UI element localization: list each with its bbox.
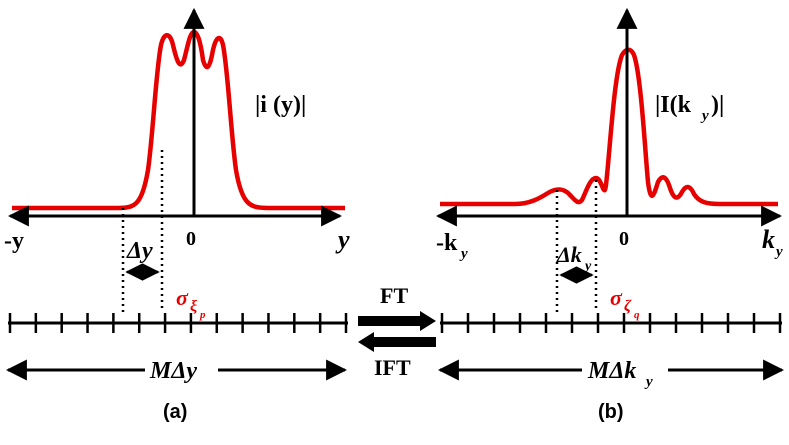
caption-b: (b) xyxy=(598,401,624,423)
svg-text:σ: σ xyxy=(176,285,189,310)
sample-ticks-b xyxy=(440,313,782,333)
axis-neg-label-a: -y xyxy=(4,228,24,254)
svg-text:y: y xyxy=(459,246,468,262)
spectrum-curve xyxy=(440,47,778,207)
svg-text:Δk: Δk xyxy=(556,242,582,267)
ft-arrow xyxy=(358,311,436,331)
range-label-b: MΔk y xyxy=(587,358,653,390)
svg-text:|I(k: |I(k xyxy=(655,92,692,118)
svg-text:)|: )| xyxy=(711,92,724,118)
panel-b: |I(k y )| -k y k y 0 Δk y σ ζ q xyxy=(435,7,785,423)
origin-label-a: 0 xyxy=(186,228,196,250)
axis-neg-label-b: -k y xyxy=(436,230,468,262)
svg-text:y: y xyxy=(774,244,783,260)
function-label-a: |i (y)| xyxy=(255,92,306,118)
delta-y-label: Δy xyxy=(126,238,153,264)
svg-text:q: q xyxy=(634,309,640,321)
svg-text:p: p xyxy=(199,309,206,321)
ifr-arrow xyxy=(358,332,436,352)
svg-text:k: k xyxy=(762,225,775,254)
origin-label-b: 0 xyxy=(619,228,629,250)
svg-text:y: y xyxy=(644,374,653,390)
svg-text:y: y xyxy=(700,108,709,124)
panel-a: |i (y)| -y y 0 Δy σ ξ p MΔy (a) xyxy=(4,7,350,423)
caption-a: (a) xyxy=(163,401,187,423)
ift-label: IFT xyxy=(374,355,411,380)
svg-text:ζ: ζ xyxy=(624,298,632,315)
range-label-a: MΔy xyxy=(149,358,197,384)
ft-label: FT xyxy=(380,283,408,308)
sample-ticks-a xyxy=(8,313,348,333)
axis-pos-label-b: k y xyxy=(762,225,783,260)
svg-text:ξ: ξ xyxy=(190,298,198,315)
svg-text:y: y xyxy=(583,259,592,274)
function-label-b: |I(k y )| xyxy=(655,92,724,124)
svg-text:σ: σ xyxy=(610,285,623,310)
svg-text:MΔk: MΔk xyxy=(587,358,636,384)
delta-ky-label: Δk y xyxy=(556,242,592,274)
axis-pos-label-a: y xyxy=(335,225,350,254)
transform-arrows: FT IFT xyxy=(358,283,436,380)
svg-text:-k: -k xyxy=(436,230,458,256)
sigma-zeta-label: σ ζ q xyxy=(610,285,640,321)
spatial-profile-curve xyxy=(12,29,345,211)
sigma-xi-label: σ ξ p xyxy=(176,285,206,321)
